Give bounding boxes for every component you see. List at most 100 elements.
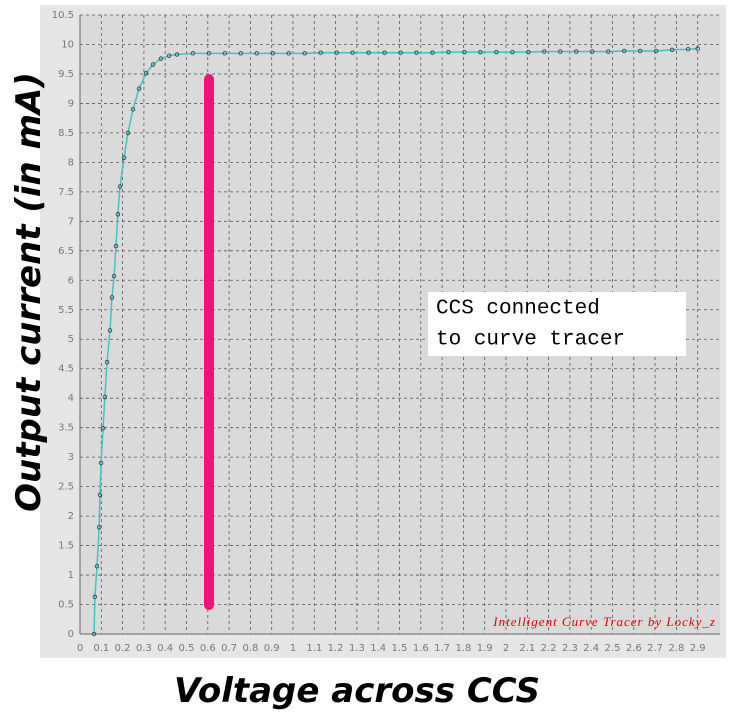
data-point [107,328,113,333]
x-tick-label: 1.8 [455,643,471,654]
data-point [653,48,659,54]
data-point [100,426,106,431]
data-point [238,51,244,56]
data-point [350,50,355,55]
data-point [494,49,499,55]
data-point [669,47,675,52]
data-point [174,52,180,57]
data-point [102,394,108,400]
data-point [130,107,136,112]
watermark: Intelligent Curve Tracer by Locky_z [492,614,716,629]
y-tick-label: 10.5 [52,10,74,21]
data-point [254,51,259,56]
annotation: to curve tracer [436,329,625,352]
data-point [366,50,371,55]
y-tick-label: 5 [68,334,74,345]
data-point [97,492,103,498]
data-point [526,49,531,55]
data-point [542,49,547,54]
y-tick-label: 1 [68,570,74,581]
data-point [606,49,611,54]
annotation-box [428,292,686,356]
data-point [143,71,149,76]
data-point [637,48,643,54]
x-tick-label: 1.1 [306,643,322,654]
data-point [121,155,127,160]
data-point [270,51,275,56]
data-point [91,631,97,637]
y-tick-label: 5.5 [58,305,74,316]
y-tick-label: 6.5 [58,246,74,257]
y-tick-label: 2.5 [58,482,74,493]
x-tick-label: 0.4 [157,643,173,654]
x-tick-label: 2.9 [690,643,706,654]
data-point [206,51,212,56]
data-point [695,46,700,51]
data-point [318,50,323,55]
data-point [104,360,110,365]
x-tick-label: 0.9 [264,643,280,654]
data-point [150,62,156,67]
y-tick-label: 9 [68,98,74,109]
x-tick-label: 0.7 [221,643,237,654]
y-tick-label: 3 [68,452,74,463]
x-tick-label: 2.7 [647,643,663,654]
data-point [302,51,307,56]
data-point [111,273,117,279]
y-tick-label: 8 [68,157,74,168]
x-tick-label: 1 [290,643,296,654]
data-point [574,49,579,54]
data-point [117,184,123,189]
y-tick-label: 1.5 [58,541,74,552]
data-point [113,243,119,249]
x-tick-label: 0.6 [200,643,216,654]
x-tick-label: 2.5 [605,643,621,654]
x-tick-label: 1.7 [434,643,450,654]
y-tick-label: 7 [68,216,74,227]
data-point [622,48,627,54]
x-tick-label: 2.6 [626,643,642,654]
x-tick-label: 0.2 [115,643,131,654]
x-tick-label: 1.3 [349,643,365,654]
x-tick-label: 1.5 [392,643,408,654]
y-axis-label: Output current (in mA) [9,72,49,512]
x-tick-label: 2.3 [562,643,578,654]
data-point [478,49,483,55]
y-tick-label: 0.5 [58,600,74,611]
data-point [125,130,131,136]
x-tick-label: 2.2 [541,643,557,654]
x-tick-label: 2.1 [519,643,535,654]
y-tick-label: 0 [68,629,74,640]
data-point [558,49,563,54]
x-tick-label: 0 [77,643,83,654]
x-tick-label: 2.4 [583,643,599,654]
data-point [510,49,515,55]
data-point [685,46,691,52]
data-point [166,53,172,58]
data-point [158,56,164,61]
y-tick-label: 3.5 [58,423,74,434]
data-point [462,49,467,55]
x-tick-label: 0.3 [136,643,152,654]
x-tick-label: 1.9 [477,643,493,654]
x-tick-label: 2.8 [668,643,684,654]
data-point [136,86,142,91]
series-line [93,47,698,635]
annotation: CCS connected [436,298,600,321]
x-tick-label: 0.5 [179,643,195,654]
data-point [590,49,595,54]
data-point [286,51,291,56]
y-tick-label: 6 [68,275,74,286]
data-point [92,594,98,600]
y-tick-label: 4.5 [58,364,74,375]
data-point [222,51,228,56]
y-tick-label: 7.5 [58,187,74,198]
x-tick-label: 0.1 [93,643,109,654]
data-point [94,564,100,569]
y-tick-label: 10 [61,39,74,50]
x-tick-label: 0.8 [242,643,258,654]
highlight-bar [204,74,214,610]
data-point [190,51,196,56]
data-point [430,50,435,55]
